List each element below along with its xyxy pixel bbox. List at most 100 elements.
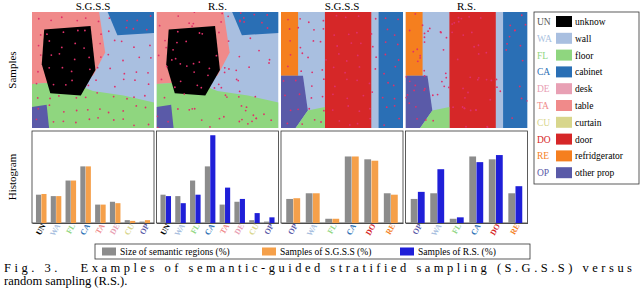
legend-label: Samples of S.G.S.S (%)	[280, 247, 371, 258]
sample-point	[346, 78, 348, 80]
sample-point	[114, 86, 116, 88]
sample-point	[218, 83, 220, 85]
legend-label: Samples of R.S. (%)	[418, 247, 496, 258]
sample-point	[509, 36, 511, 38]
bar	[476, 162, 483, 223]
sample-point	[297, 27, 299, 29]
sample-point	[177, 31, 179, 33]
x-tick: DO	[364, 222, 378, 237]
sample-point	[480, 17, 482, 19]
sample-point	[332, 93, 334, 95]
legend-swatch	[400, 248, 414, 256]
sample-point	[514, 29, 516, 31]
sample-point	[505, 49, 507, 51]
bars	[286, 156, 398, 223]
x-tick-label: CA	[345, 222, 359, 237]
sample-point	[238, 121, 240, 123]
sample-point	[59, 53, 61, 55]
sample-point	[440, 31, 442, 33]
sample-point	[424, 75, 426, 77]
sample-point	[464, 107, 466, 109]
sample-point	[320, 41, 322, 43]
sample-point	[83, 47, 85, 49]
sample-point	[460, 18, 462, 20]
sample-point	[519, 85, 521, 87]
sample-point	[183, 93, 185, 95]
sample-point	[76, 20, 78, 22]
sample-point	[138, 56, 140, 58]
bar	[205, 166, 210, 223]
sample-point	[397, 44, 399, 46]
sample-point	[393, 85, 395, 87]
sample-point	[126, 27, 128, 29]
sample-point	[514, 30, 516, 32]
sample-point	[300, 70, 302, 72]
sample-point	[440, 32, 442, 34]
sample-point	[97, 67, 99, 69]
sample-point	[226, 96, 228, 98]
bar	[195, 195, 200, 223]
sample-point	[499, 90, 501, 92]
bar	[101, 205, 106, 223]
x-tick-label: WA	[48, 222, 62, 238]
sample-point	[62, 120, 64, 122]
sample-point	[419, 57, 421, 59]
sample-point	[176, 42, 178, 44]
sample-point	[286, 122, 288, 124]
sample-image	[32, 12, 154, 128]
x-tick-label: DO	[488, 222, 502, 237]
bar	[437, 169, 444, 223]
plot-frame	[32, 131, 154, 223]
bar	[293, 198, 300, 223]
bar	[255, 213, 260, 223]
sample-point	[109, 68, 111, 70]
bar	[515, 186, 522, 223]
sample-point	[201, 33, 203, 35]
x-tick-label: TA	[94, 222, 107, 236]
sample-point	[406, 97, 407, 99]
sample-image	[281, 12, 403, 128]
figure-svg: S.G.S.SR.S.S.G.S.SR.S.SamplesHistogramUN…	[0, 0, 640, 288]
sample-point	[99, 108, 101, 110]
sample-point	[145, 107, 147, 109]
sample-point	[252, 114, 254, 116]
class-name: door	[575, 135, 593, 145]
x-tick: DE	[108, 222, 121, 236]
sample-point	[100, 33, 102, 35]
sample-point	[108, 30, 110, 32]
sample-point	[243, 21, 245, 23]
sample-point	[161, 79, 163, 81]
caption: random sampling (R.S.).	[4, 274, 127, 288]
sample-point	[432, 94, 434, 96]
sample-point	[462, 34, 464, 36]
x-tick-label: WA	[173, 222, 187, 238]
sample-point	[40, 54, 42, 56]
sample-point	[192, 23, 194, 25]
bar	[286, 199, 293, 223]
sample-point	[241, 119, 243, 121]
sample-point	[336, 15, 338, 17]
x-tick: CA	[78, 222, 92, 237]
sample-point	[394, 66, 396, 68]
sample-point	[134, 79, 136, 81]
sample-point	[314, 119, 316, 121]
x-tick: CA	[469, 222, 483, 237]
class-code: UN	[537, 17, 551, 27]
sample-point	[216, 55, 218, 57]
bar	[110, 202, 115, 223]
sample-point	[53, 84, 55, 86]
class-name: refridgerator	[575, 151, 624, 161]
x-tick-label: FL	[64, 222, 77, 235]
sample-point	[416, 48, 418, 50]
sample-point	[470, 110, 472, 112]
sample-point	[46, 33, 48, 35]
sample-point	[224, 67, 226, 69]
sample-point	[50, 54, 52, 56]
sample-point	[290, 109, 292, 111]
region-cabinet	[379, 12, 403, 128]
class-code: CU	[537, 118, 550, 128]
x-tick: OP	[262, 222, 275, 236]
sample-point	[287, 66, 289, 68]
sample-point	[99, 43, 101, 45]
sample-point	[108, 112, 110, 114]
